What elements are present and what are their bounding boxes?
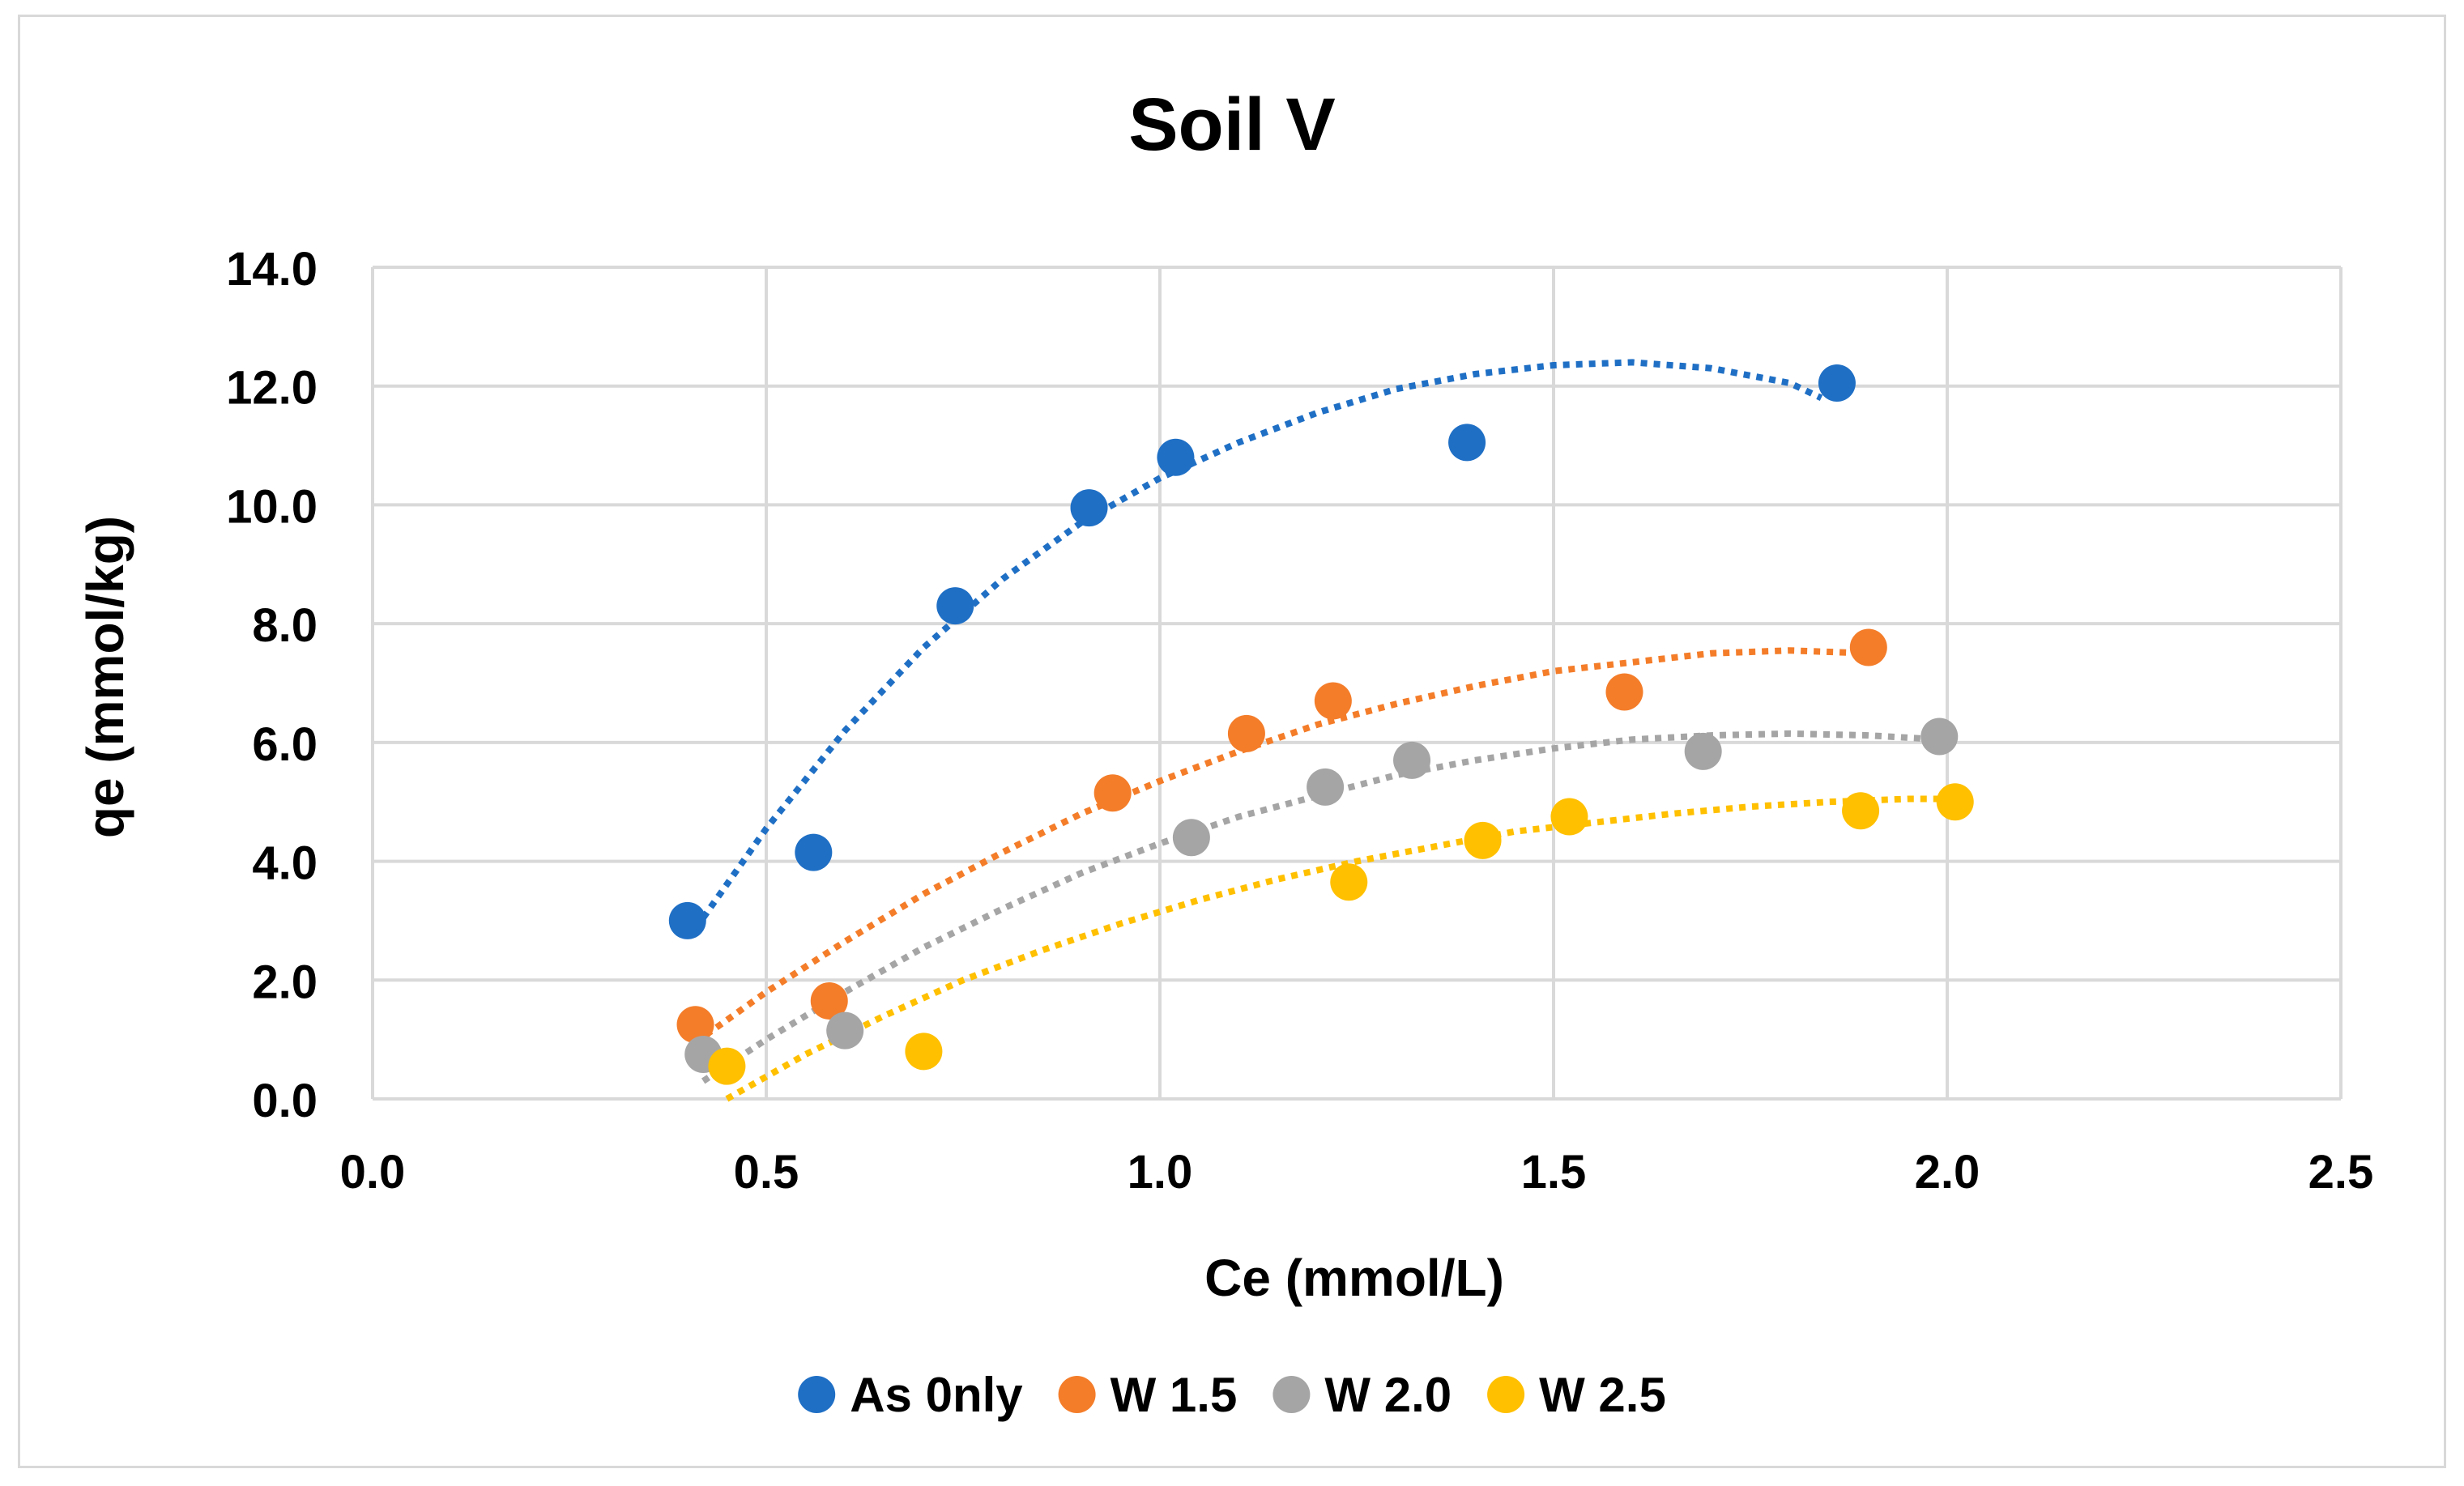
data-point [905, 1033, 943, 1071]
y-tick-label: 4.0 [252, 837, 318, 890]
data-point [708, 1047, 746, 1085]
trendline-w-1-5 [693, 647, 1869, 1045]
trendline-w-2-5 [725, 795, 1955, 1102]
legend-item: W 2.5 [1487, 1368, 1666, 1422]
y-tick-label: 0.0 [252, 1075, 318, 1127]
grid-layer [371, 266, 2343, 1101]
data-point [810, 981, 848, 1020]
data-point [676, 1006, 714, 1044]
data-point [1172, 819, 1210, 857]
legend: As 0nly W 1.5 W 2.0 W 2.5 [798, 1368, 1666, 1422]
data-point [1314, 682, 1352, 720]
data-point [1818, 364, 1856, 402]
trendline-w-2-0 [701, 730, 1940, 1084]
legend-label: W 2.5 [1539, 1368, 1666, 1422]
trendline-layer [693, 359, 1955, 1102]
data-point [1393, 741, 1431, 779]
trendline-as-0nly [700, 359, 1823, 920]
data-point [1330, 863, 1368, 901]
legend-marker [1272, 1376, 1311, 1413]
data-point [1093, 774, 1132, 812]
legend-item: W 2.0 [1272, 1368, 1452, 1422]
data-point [1605, 673, 1643, 711]
data-point [1849, 628, 1887, 666]
x-tick-label: 1.5 [1521, 1146, 1587, 1199]
x-tick-label: 0.0 [340, 1146, 406, 1199]
data-point [668, 901, 706, 939]
data-point [1936, 783, 1974, 821]
y-tick-label: 14.0 [226, 243, 318, 296]
data-point [1070, 489, 1108, 527]
x-tick-label: 1.0 [1128, 1146, 1193, 1199]
legend-item: As 0nly [798, 1368, 1023, 1422]
data-point [1307, 768, 1345, 806]
legend-label: W 2.0 [1324, 1368, 1452, 1422]
y-tick-label: 12.0 [226, 362, 318, 415]
data-point [1684, 732, 1722, 770]
data-point [1227, 714, 1265, 752]
legend-label: W 1.5 [1111, 1368, 1238, 1422]
x-tick-label: 2.5 [2308, 1146, 2374, 1199]
y-tick-label: 2.0 [252, 956, 318, 1008]
y-tick-label: 8.0 [252, 599, 318, 652]
x-axis-label: Ce (mmol/L) [1204, 1249, 1504, 1307]
point-layer [668, 364, 1974, 1085]
chart-title: Soil V [1128, 83, 1336, 166]
y-tick-label: 6.0 [252, 718, 318, 771]
data-point [1448, 424, 1486, 462]
legend-marker [1487, 1376, 1525, 1413]
data-point [1920, 717, 1959, 756]
y-tick-label: 10.0 [226, 480, 318, 533]
data-point [795, 833, 833, 871]
data-point [1550, 798, 1588, 836]
data-point [826, 1011, 864, 1050]
legend-item: W 1.5 [1058, 1368, 1238, 1422]
x-tick-label: 0.5 [734, 1146, 799, 1199]
legend-label: As 0nly [850, 1368, 1023, 1422]
x-tick-label: 2.0 [1915, 1146, 1980, 1199]
data-point [1842, 792, 1880, 830]
axis-layer: 0.0 2.0 4.0 6.0 8.0 10.0 12.0 14.0 0.0 0.5 1.0 1.5 2… [226, 243, 2373, 1199]
y-axis-label: qe (mmol/kg) [76, 516, 134, 838]
data-point [936, 587, 974, 625]
legend-marker [798, 1376, 836, 1413]
data-point [1157, 438, 1195, 476]
data-point [1464, 821, 1502, 859]
legend-marker [1058, 1376, 1096, 1413]
